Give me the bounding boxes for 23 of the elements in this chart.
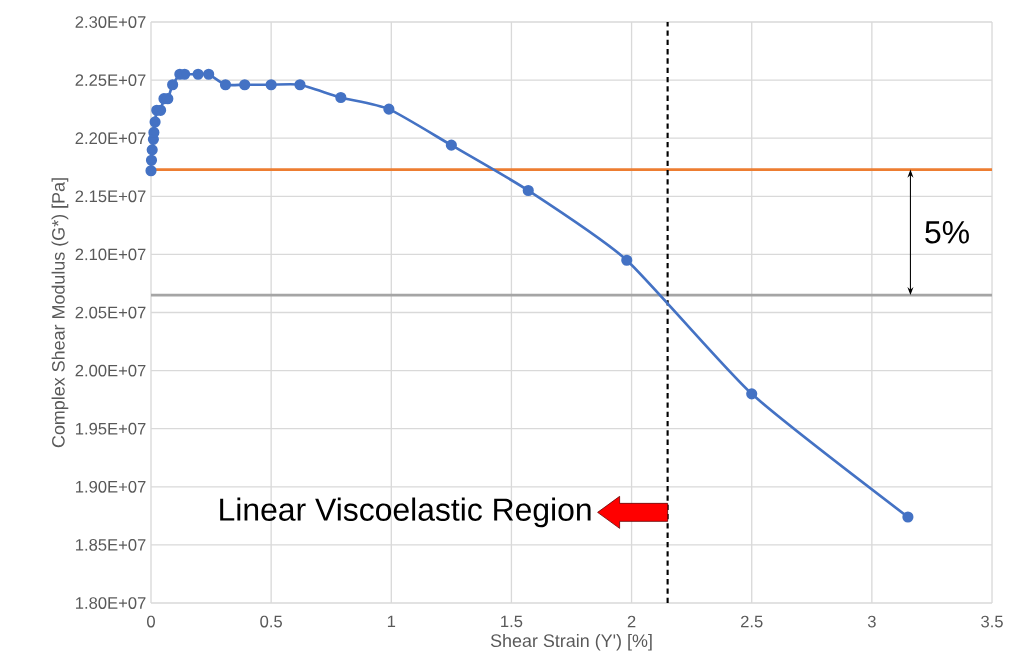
y-tick-label: 1.80E+07 bbox=[76, 597, 146, 609]
y-tick-label: 2.30E+07 bbox=[75, 16, 146, 28]
x-tick-label: 0 bbox=[147, 615, 155, 628]
y-tick-label: 2.00E+07 bbox=[75, 364, 146, 377]
x-tick-label: 2 bbox=[627, 615, 636, 628]
x-tick-label: 1.5 bbox=[501, 615, 523, 628]
annotation: Linear Viscoelastic Region bbox=[220, 497, 591, 528]
y-tick-label: 2.05E+07 bbox=[75, 306, 146, 319]
x-axis-title: Shear Strain (Y') [%] bbox=[490, 633, 652, 651]
y-tick-label: 1.90E+07 bbox=[76, 480, 146, 493]
y-tick-label: 1.85E+07 bbox=[76, 539, 146, 551]
y-tick-label: 2.15E+07 bbox=[75, 190, 146, 203]
y-tick-label: 2.10E+07 bbox=[75, 248, 146, 261]
y-tick-label: 2.25E+07 bbox=[75, 74, 146, 86]
x-tick-label: 2.5 bbox=[741, 615, 763, 628]
y-tick-label: 2.20E+07 bbox=[75, 132, 146, 145]
x-tick-label: 3.5 bbox=[981, 615, 1003, 628]
y-tick-label: 1.95E+07 bbox=[76, 422, 146, 435]
x-tick-label: 3 bbox=[867, 615, 876, 628]
x-tick-label: 1 bbox=[387, 615, 396, 628]
annotation: 5% bbox=[925, 221, 969, 244]
y-axis-title: Complex Shear Modulus (G*) [Pa] bbox=[51, 178, 69, 448]
x-tick-label: 0.5 bbox=[260, 615, 282, 628]
